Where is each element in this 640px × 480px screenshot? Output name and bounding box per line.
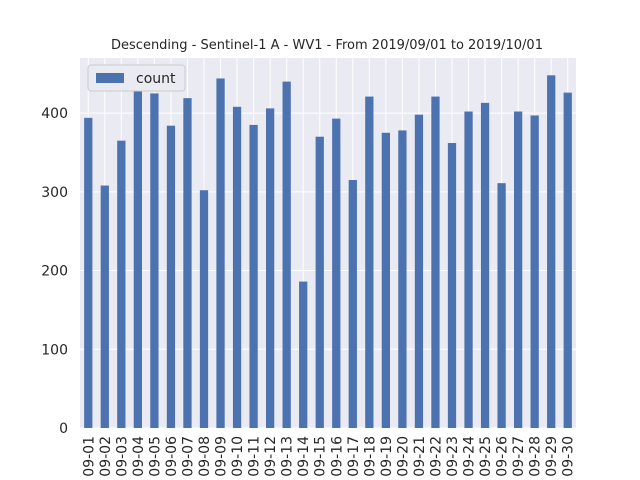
legend-box (87, 64, 186, 92)
bar-09-14 (299, 281, 308, 428)
bar-09-03 (117, 140, 126, 428)
x-tick-label: 09-10 (230, 436, 246, 477)
bar-09-15 (315, 136, 324, 429)
bar-09-11 (249, 124, 258, 429)
y-tick-label: 100 (41, 342, 68, 358)
bar-09-26 (497, 183, 506, 428)
bar-09-23 (447, 143, 457, 428)
bar-09-13 (282, 81, 291, 429)
legend-label-count: count (136, 71, 176, 87)
x-tick-label: 09-08 (197, 436, 213, 477)
x-tick-label: 09-28 (528, 436, 544, 477)
x-tick-label: 09-23 (445, 436, 461, 477)
bars (84, 75, 572, 429)
x-tick-label: 09-07 (180, 436, 196, 477)
bar-09-30 (563, 92, 572, 428)
y-axis-ticks: 0 100 200 300 400 (41, 106, 68, 437)
y-tick-label: 400 (41, 106, 68, 122)
x-tick-label: 09-14 (296, 436, 312, 477)
bar-09-12 (266, 108, 275, 428)
x-tick-label: 09-03 (114, 436, 130, 477)
bar-09-21 (414, 114, 424, 429)
y-tick-label: 300 (41, 185, 68, 201)
x-tick-label: 09-12 (263, 436, 279, 477)
x-tick-label: 09-26 (495, 436, 511, 477)
bar-09-22 (431, 96, 440, 429)
legend: count (87, 64, 186, 92)
x-axis-ticks: 09-01 09-02 09-03 09-04 09-05 09-06 09-07 09-08… (81, 436, 576, 477)
x-tick-label: 09-05 (147, 436, 163, 477)
x-tick-label: 09-20 (395, 436, 411, 477)
bar-09-01 (84, 117, 93, 429)
bar-09-19 (381, 132, 390, 428)
legend-swatch (96, 73, 124, 83)
bar-09-06 (166, 125, 176, 429)
x-tick-label: 09-24 (462, 436, 478, 477)
bar-09-16 (332, 118, 341, 429)
x-tick-label: 09-27 (511, 436, 527, 477)
x-tick-label: 09-19 (379, 436, 395, 477)
bar-09-07 (183, 98, 192, 429)
bar-09-20 (398, 130, 407, 428)
bar-09-09 (216, 78, 225, 429)
x-tick-label: 09-18 (362, 436, 378, 477)
bar-09-28 (530, 115, 539, 429)
x-tick-label: 09-01 (81, 436, 97, 477)
bar-09-27 (514, 111, 523, 428)
bar-09-05 (150, 93, 159, 428)
bar-09-04 (133, 80, 142, 429)
y-tick-label: 0 (59, 421, 68, 437)
chart-title: Descending - Sentinel-1 A - WV1 - From 2… (111, 38, 543, 53)
y-tick-label: 200 (41, 264, 68, 280)
x-tick-label: 09-29 (544, 436, 560, 477)
x-tick-label: 09-04 (131, 436, 147, 477)
x-tick-label: 09-13 (280, 436, 296, 477)
bar-09-08 (199, 190, 209, 428)
x-tick-label: 09-09 (214, 436, 230, 477)
x-tick-label: 09-16 (329, 436, 345, 477)
bar-09-18 (365, 96, 374, 429)
bar-09-29 (547, 75, 556, 428)
x-tick-label: 09-06 (164, 436, 180, 477)
bar-09-02 (100, 185, 109, 428)
x-tick-label: 09-02 (98, 436, 114, 477)
x-tick-label: 09-21 (412, 436, 428, 477)
x-tick-label: 09-30 (561, 436, 577, 477)
x-tick-label: 09-22 (428, 436, 444, 477)
bar-09-24 (464, 111, 473, 428)
bar-09-17 (348, 180, 357, 428)
x-tick-label: 09-17 (346, 436, 362, 477)
bar-09-25 (480, 102, 490, 428)
x-tick-label: 09-15 (313, 436, 329, 477)
x-tick-label: 09-25 (478, 436, 494, 477)
bar-09-10 (232, 106, 242, 429)
plot-background (80, 58, 576, 428)
x-tick-label: 09-11 (247, 436, 263, 477)
